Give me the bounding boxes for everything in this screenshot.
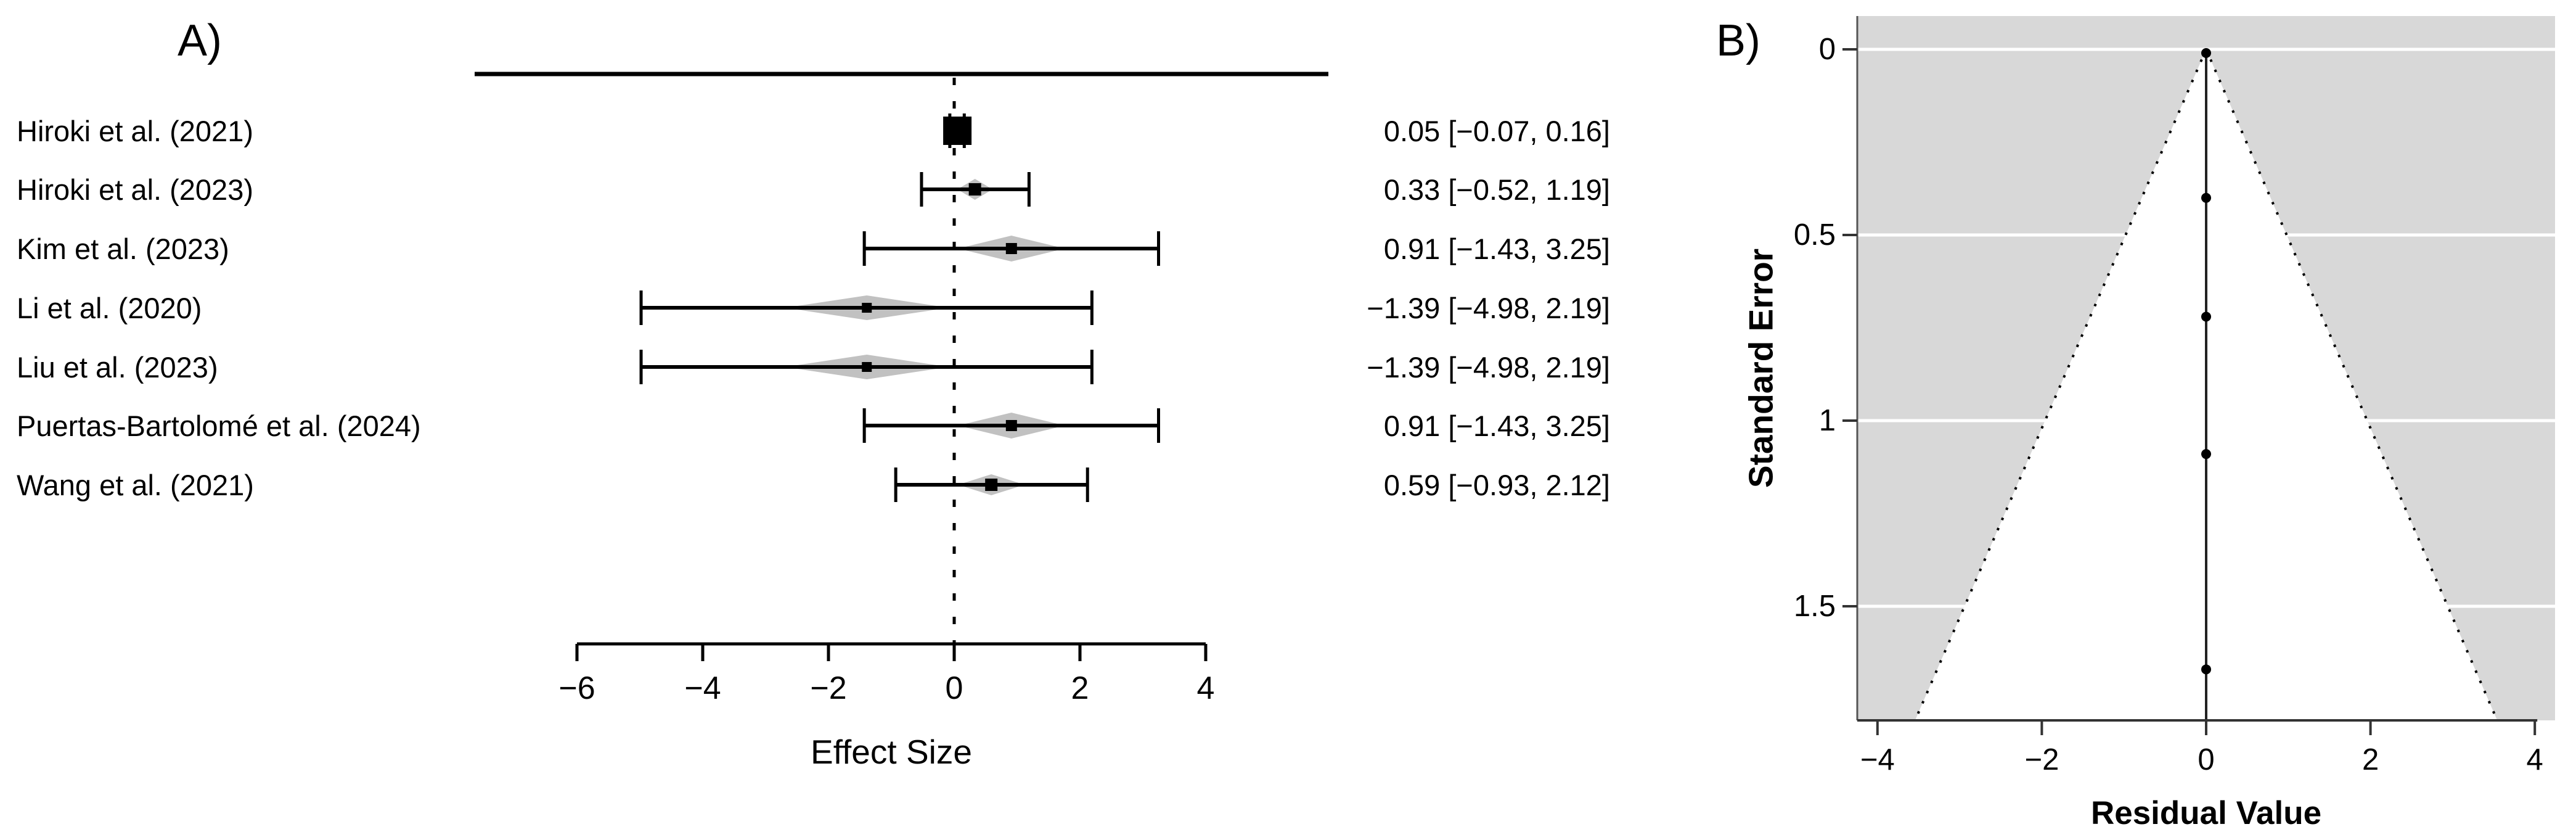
effect-annotation: −1.39 [−4.98, 2.19]: [1367, 351, 1610, 384]
funnel-x-tick-label: −4: [1860, 743, 1895, 776]
funnel-x-axis-title: Residual Value: [2090, 795, 2322, 831]
point-estimate-square: [862, 362, 872, 372]
effect-annotation: 0.05 [−0.07, 0.16]: [1383, 115, 1610, 147]
panel-a-label: A): [178, 16, 222, 65]
point-estimate-square: [968, 183, 981, 196]
forest-x-axis-title: Effect Size: [811, 733, 972, 771]
study-label: Wang et al. (2021): [17, 469, 254, 501]
effect-annotation: 0.91 [−1.43, 3.25]: [1383, 233, 1610, 265]
forest-x-tick-label: −2: [810, 670, 847, 706]
point-estimate-square: [985, 479, 998, 491]
forest-x-tick-label: −6: [558, 670, 595, 706]
funnel-point: [2201, 311, 2211, 322]
funnel-y-tick-label: 1.5: [1793, 590, 1836, 623]
forest-x-tick-label: 2: [1071, 670, 1089, 706]
funnel-point: [2201, 449, 2211, 459]
funnel-x-tick-label: 2: [2361, 743, 2379, 776]
effect-annotation: 0.59 [−0.93, 2.12]: [1383, 469, 1610, 501]
study-label: Li et al. (2020): [17, 292, 202, 324]
forest-x-tick-label: 4: [1196, 670, 1215, 706]
study-label: Kim et al. (2023): [17, 233, 229, 265]
funnel-point: [2201, 192, 2211, 203]
study-label: Hiroki et al. (2023): [17, 173, 253, 206]
funnel-y-axis-title: Standard Error: [1741, 248, 1780, 488]
funnel-x-tick-label: 4: [2526, 743, 2543, 776]
funnel-point: [2201, 664, 2211, 675]
effect-annotation: 0.33 [−0.52, 1.19]: [1383, 173, 1610, 206]
funnel-y-tick-label: 1: [1818, 404, 1836, 437]
funnel-x-tick-label: −2: [2024, 743, 2059, 776]
forest-x-tick-label: 0: [945, 670, 963, 706]
study-label: Liu et al. (2023): [17, 351, 218, 384]
funnel-point: [2201, 48, 2211, 59]
effect-annotation: −1.39 [−4.98, 2.19]: [1367, 292, 1610, 324]
forest-x-tick-label: −4: [684, 670, 721, 706]
panel-b-label: B): [1716, 16, 1760, 65]
funnel-y-tick-label: 0: [1818, 33, 1836, 66]
point-estimate-square: [862, 303, 872, 313]
study-label: Puertas-Bartolomé et al. (2024): [17, 410, 421, 442]
effect-annotation: 0.91 [−1.43, 3.25]: [1383, 410, 1610, 442]
funnel-x-tick-label: 0: [2198, 743, 2215, 776]
point-estimate-square: [1005, 243, 1017, 254]
funnel-y-tick-label: 0.5: [1793, 218, 1836, 252]
study-label: Hiroki et al. (2021): [17, 115, 253, 147]
point-estimate-square: [943, 117, 972, 145]
point-estimate-square: [1005, 420, 1017, 431]
